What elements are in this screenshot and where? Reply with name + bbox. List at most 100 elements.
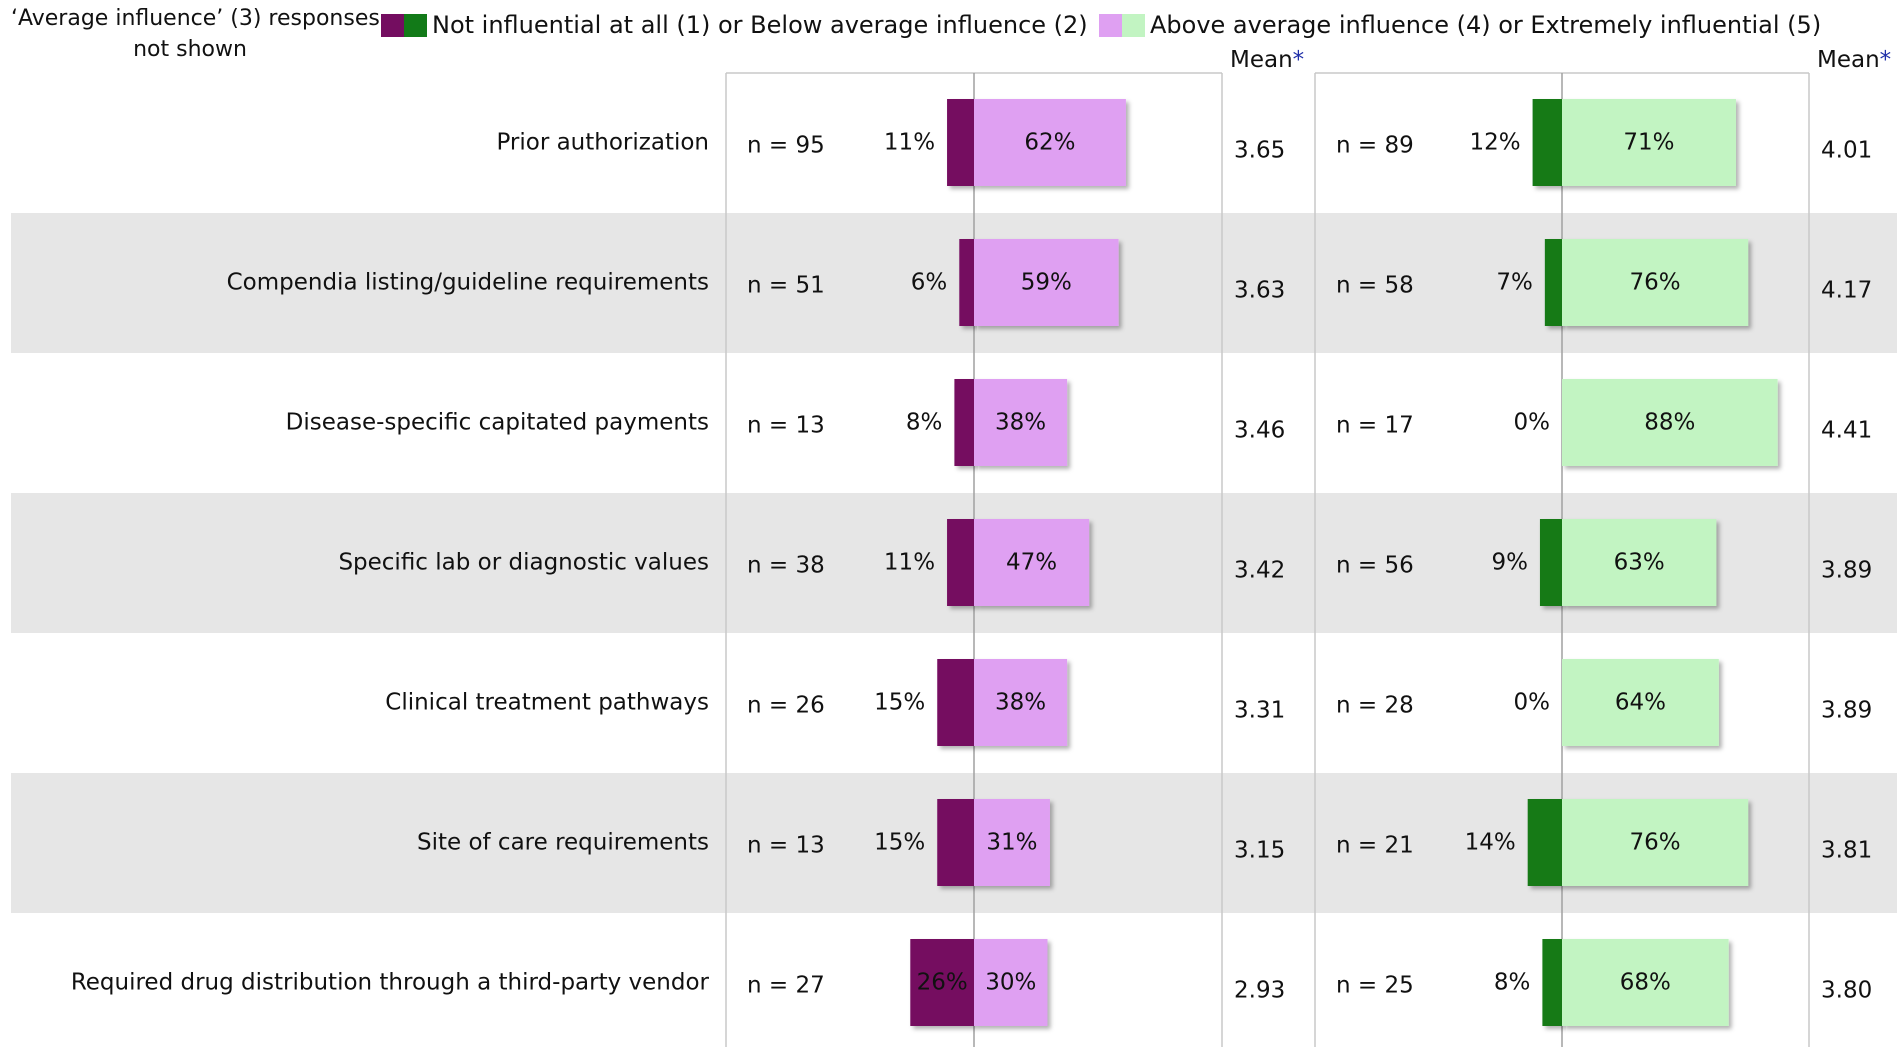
negative-bar	[954, 379, 974, 466]
negative-bar	[947, 519, 974, 606]
n-label: n = 95	[747, 133, 825, 159]
n-label: n = 17	[1336, 413, 1414, 439]
negative-label: 7%	[1496, 270, 1533, 296]
negative-label: 9%	[1491, 550, 1528, 576]
positive-label: 38%	[995, 690, 1046, 716]
positive-bar	[974, 659, 1068, 746]
legend-label: Not influential at all (1) or Below aver…	[432, 11, 1088, 39]
positive-label: 76%	[1630, 270, 1681, 296]
category-label: Disease-specific capitated payments	[286, 410, 709, 436]
mean-value: 2.93	[1234, 978, 1285, 1004]
category-label: Specific lab or diagnostic values	[338, 550, 709, 576]
n-label: n = 13	[747, 833, 825, 859]
negative-bar	[947, 99, 974, 186]
negative-label: 12%	[1469, 130, 1520, 156]
negative-label: 15%	[874, 690, 925, 716]
positive-bar	[1562, 519, 1717, 606]
category-label: Required drug distribution through a thi…	[71, 970, 710, 996]
negative-label: 15%	[874, 830, 925, 856]
positive-label: 47%	[1006, 550, 1057, 576]
mean-header: Mean*	[1817, 47, 1891, 73]
negative-bar	[1544, 239, 1562, 326]
positive-label: 59%	[1021, 270, 1072, 296]
mean-value: 4.01	[1821, 138, 1872, 164]
positive-label: 38%	[995, 410, 1046, 436]
negative-label: 11%	[884, 130, 935, 156]
n-label: n = 25	[1336, 973, 1414, 999]
positive-bar	[1562, 939, 1729, 1026]
category-label: Prior authorization	[496, 130, 709, 156]
positive-bar	[974, 939, 1048, 1026]
positive-bar	[1562, 379, 1778, 466]
legend-swatch	[1122, 14, 1145, 37]
positive-label: 64%	[1615, 690, 1666, 716]
n-label: n = 51	[747, 273, 825, 299]
mean-label: Mean	[1230, 47, 1293, 73]
positive-bar	[1562, 99, 1736, 186]
n-label: n = 38	[747, 553, 825, 579]
legend-note: not shown	[133, 37, 247, 62]
positive-bar	[974, 99, 1126, 186]
negative-bar	[1542, 939, 1562, 1026]
positive-bar	[974, 519, 1090, 606]
positive-bar	[1562, 659, 1719, 746]
mean-marker: *	[1880, 47, 1892, 73]
positive-bar	[974, 799, 1050, 886]
negative-bar	[937, 659, 974, 746]
mean-value: 3.42	[1234, 558, 1285, 584]
positive-bar	[974, 239, 1119, 326]
mean-value: 3.15	[1234, 838, 1285, 864]
positive-label: 63%	[1614, 550, 1665, 576]
mean-value: 3.65	[1234, 138, 1285, 164]
negative-bar	[910, 939, 974, 1026]
n-label: n = 26	[747, 693, 825, 719]
category-label: Clinical treatment pathways	[385, 690, 709, 716]
positive-label: 62%	[1024, 130, 1075, 156]
mean-value: 4.17	[1821, 278, 1872, 304]
legend-swatch	[381, 14, 404, 37]
negative-bar	[937, 799, 974, 886]
positive-label: 88%	[1644, 410, 1695, 436]
negative-label: 0%	[1514, 410, 1551, 436]
category-label: Compendia listing/guideline requirements	[227, 270, 709, 296]
mean-marker: *	[1293, 47, 1305, 73]
positive-label: 71%	[1623, 130, 1674, 156]
mean-value: 3.46	[1234, 418, 1285, 444]
mean-value: 3.89	[1821, 558, 1872, 584]
positive-label: 31%	[986, 830, 1037, 856]
mean-value: 4.41	[1821, 418, 1872, 444]
mean-value: 3.89	[1821, 698, 1872, 724]
n-label: n = 21	[1336, 833, 1414, 859]
positive-bar	[1562, 239, 1749, 326]
negative-bar	[959, 239, 974, 326]
positive-bar	[974, 379, 1068, 466]
negative-label: 8%	[906, 410, 943, 436]
positive-label: 76%	[1630, 830, 1681, 856]
negative-bar	[1527, 799, 1562, 886]
mean-header: Mean*	[1230, 47, 1304, 73]
negative-label: 26%	[917, 970, 968, 996]
mean-value: 3.81	[1821, 838, 1872, 864]
n-label: n = 27	[747, 973, 825, 999]
negative-label: 8%	[1494, 970, 1531, 996]
category-label: Site of care requirements	[417, 830, 709, 856]
n-label: n = 13	[747, 413, 825, 439]
n-label: n = 28	[1336, 693, 1414, 719]
n-label: n = 56	[1336, 553, 1414, 579]
positive-label: 68%	[1620, 970, 1671, 996]
legend-swatch	[1099, 14, 1122, 37]
negative-label: 0%	[1514, 690, 1551, 716]
n-label: n = 89	[1336, 133, 1414, 159]
negative-label: 6%	[911, 270, 948, 296]
mean-label: Mean	[1817, 47, 1880, 73]
legend-label: Above average influence (4) or Extremely…	[1150, 11, 1821, 39]
mean-value: 3.31	[1234, 698, 1285, 724]
n-label: n = 58	[1336, 273, 1414, 299]
negative-label: 11%	[884, 550, 935, 576]
mean-value: 3.63	[1234, 278, 1285, 304]
mean-value: 3.80	[1821, 978, 1872, 1004]
positive-bar	[1562, 799, 1749, 886]
positive-label: 30%	[985, 970, 1036, 996]
legend-note: ‘Average influence’ (3) responses	[11, 6, 380, 31]
